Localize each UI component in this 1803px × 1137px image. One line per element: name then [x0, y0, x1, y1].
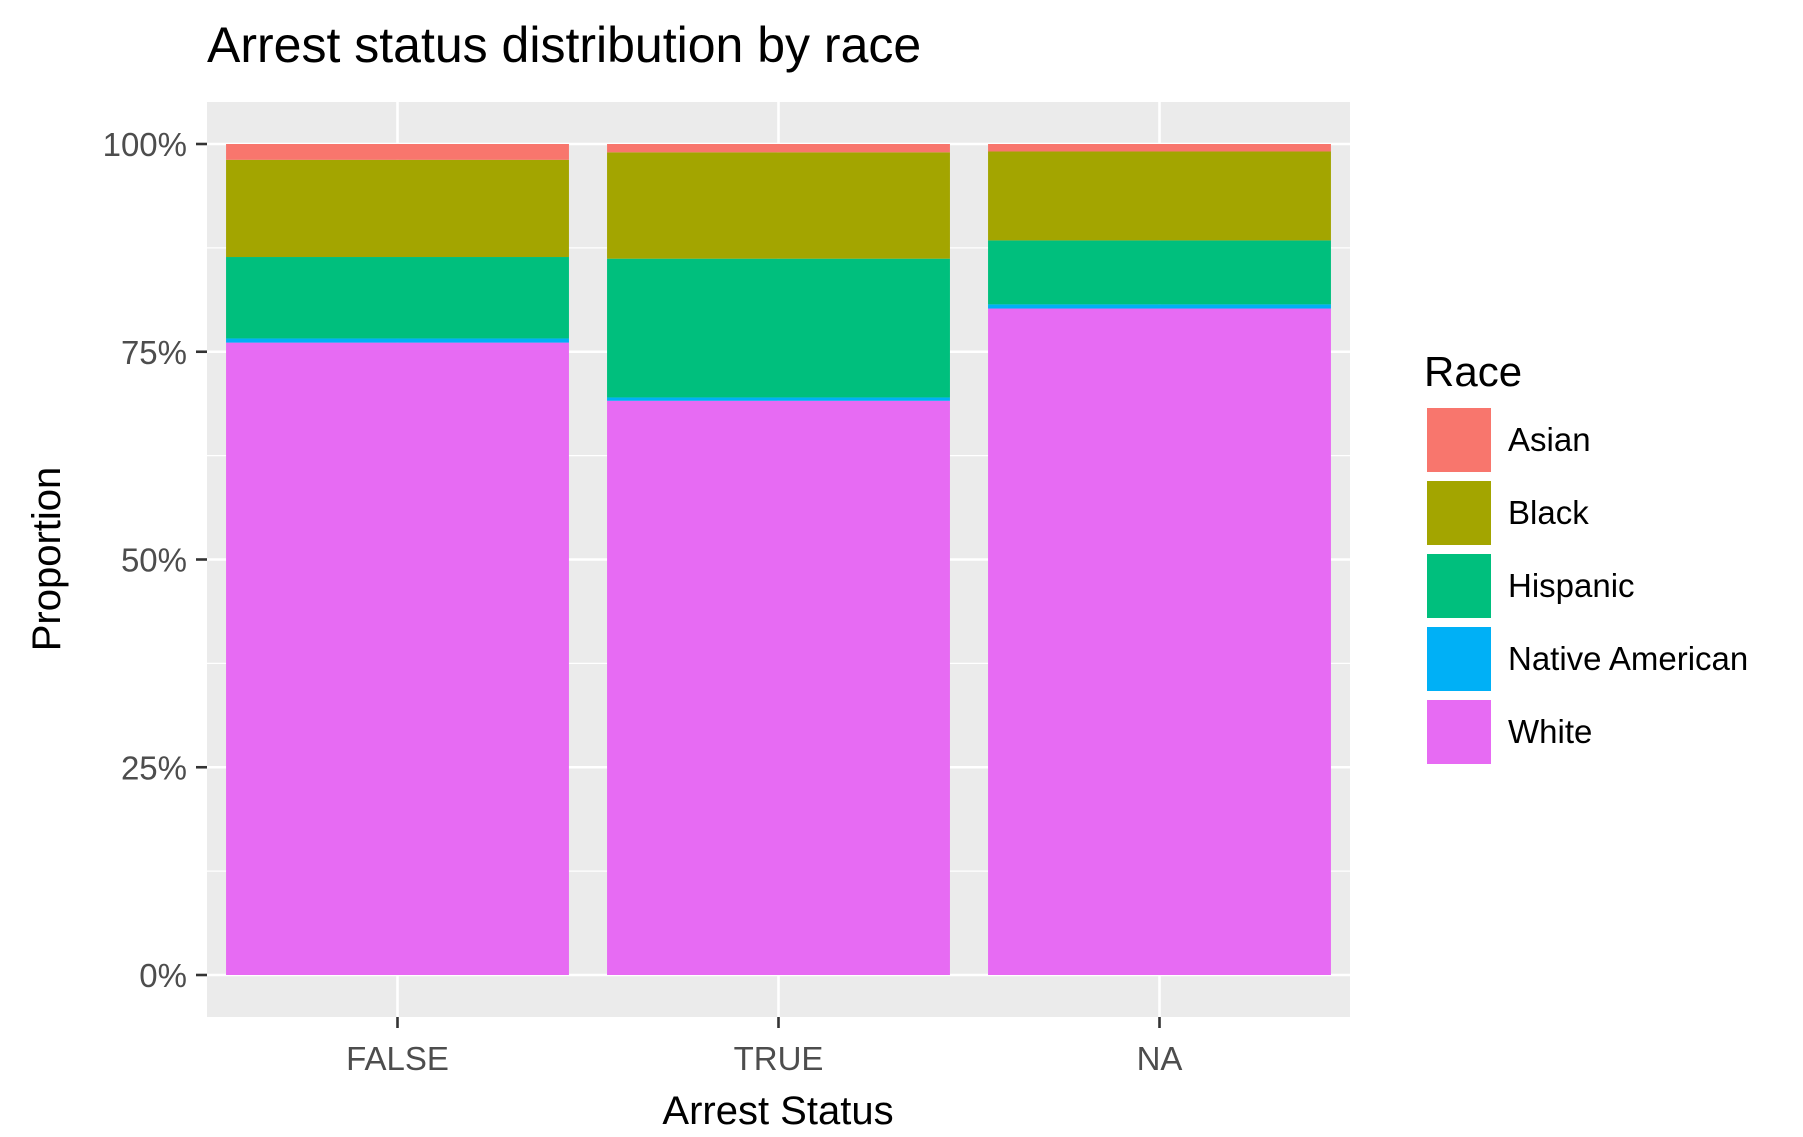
y-tick-label: 50%: [121, 542, 187, 579]
x-tick-label: NA: [1137, 1040, 1183, 1077]
y-tick-label: 0%: [139, 957, 187, 994]
bar-segment-hispanic-true: [607, 258, 950, 398]
bar-segment-black-na: [988, 151, 1331, 241]
x-axis: FALSE TRUE NA: [346, 1017, 1182, 1077]
bar-segment-native-american-na: [988, 304, 1331, 309]
y-axis-title: Proportion: [25, 467, 69, 652]
bar-segment-asian-na: [988, 144, 1331, 152]
y-axis: 0% 25% 50% 75% 100%: [103, 126, 207, 994]
bar-segment-black-false: [226, 159, 569, 258]
legend: Race Asian Black Hispanic Native American Wh…: [1424, 348, 1748, 766]
bars: [226, 144, 1331, 976]
legend-label: Hispanic: [1508, 567, 1635, 604]
legend-title: Race: [1424, 348, 1522, 395]
bar-segment-white-na: [988, 308, 1331, 976]
bar-segment-native-american-false: [226, 338, 569, 343]
y-tick-label: 25%: [121, 749, 187, 786]
bar-segment-white-false: [226, 342, 569, 975]
bar-segment-hispanic-na: [988, 240, 1331, 305]
legend-key-hispanic: [1425, 552, 1493, 620]
x-tick-label: FALSE: [346, 1040, 449, 1077]
bar-segment-hispanic-false: [226, 257, 569, 339]
legend-key-native-american: [1425, 625, 1493, 693]
bar-segment-asian-true: [607, 144, 950, 153]
x-axis-title: Arrest Status: [662, 1089, 893, 1133]
legend-key-asian: [1425, 406, 1493, 474]
legend-label: Native American: [1508, 640, 1748, 677]
legend-label: Black: [1508, 494, 1589, 531]
legend-key-black: [1425, 479, 1493, 547]
legend-label: Asian: [1508, 421, 1591, 458]
bar-segment-black-true: [607, 152, 950, 259]
legend-key-white: [1425, 698, 1493, 766]
legend-label: White: [1508, 713, 1592, 750]
bar-segment-asian-false: [226, 144, 569, 160]
y-tick-label: 100%: [103, 126, 187, 163]
bar-segment-native-american-true: [607, 397, 950, 401]
chart-title: Arrest status distribution by race: [207, 17, 921, 73]
bar-segment-white-true: [607, 400, 950, 975]
y-tick-label: 75%: [121, 334, 187, 371]
x-tick-label: TRUE: [734, 1040, 824, 1077]
